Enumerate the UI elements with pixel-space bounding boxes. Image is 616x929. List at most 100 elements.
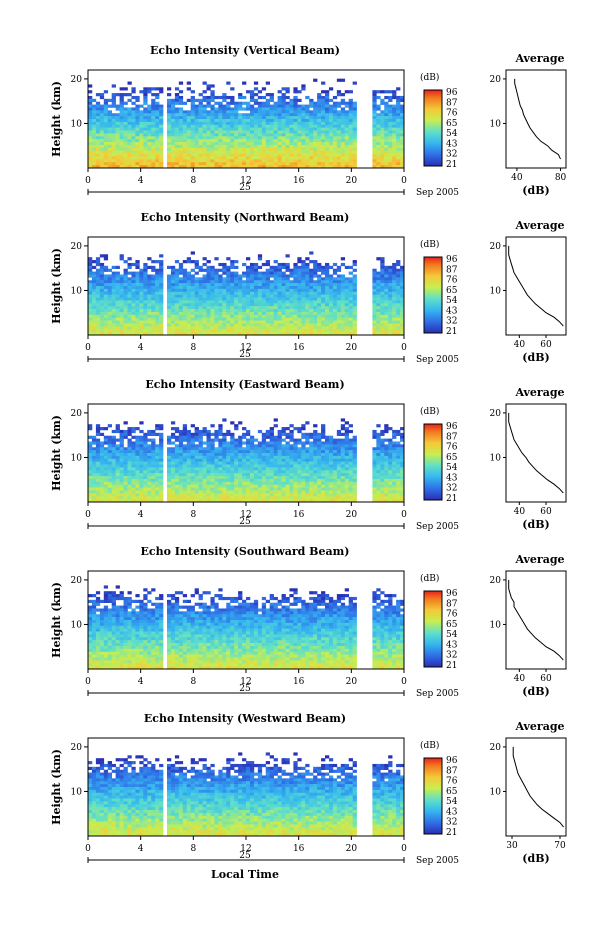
heatmap-cell xyxy=(198,300,203,304)
heatmap-cell xyxy=(131,476,136,480)
heatmap-cell xyxy=(95,144,101,149)
heatmap-cell xyxy=(388,121,393,126)
heatmap-cell xyxy=(111,326,116,330)
heatmap-cell xyxy=(194,147,199,151)
heatmap-cell xyxy=(147,467,152,471)
heatmap-cell xyxy=(95,320,101,324)
heatmap-cell xyxy=(400,286,405,290)
heatmap-cell xyxy=(170,476,176,480)
heatmap-cell xyxy=(147,162,152,166)
heatmap-cell xyxy=(289,150,294,154)
heatmap-cell xyxy=(222,461,227,465)
heatmap-cell xyxy=(285,323,290,327)
heatmap-cell xyxy=(127,441,132,445)
heatmap-cell xyxy=(301,159,306,163)
heatmap-cell xyxy=(238,473,243,477)
heatmap-cell xyxy=(230,265,235,269)
heatmap-cell xyxy=(206,260,211,264)
heatmap-cell xyxy=(123,110,128,114)
heatmap-cell xyxy=(218,455,223,460)
heatmap-cell xyxy=(167,286,172,290)
heatmap-cell xyxy=(336,309,342,313)
heatmap-cell xyxy=(285,277,290,281)
heatmap-cell xyxy=(332,303,338,307)
heatmap-cell xyxy=(123,268,128,272)
heatmap-cell xyxy=(321,473,326,477)
heatmap-cell xyxy=(103,156,109,160)
heatmap-cell xyxy=(174,280,180,284)
heatmap-cell xyxy=(285,110,290,114)
heatmap-cell xyxy=(194,150,199,154)
heatmap-cell xyxy=(340,447,346,451)
heatmap-cell xyxy=(135,326,140,330)
heatmap-cell xyxy=(91,288,97,293)
heatmap-cell xyxy=(309,113,314,117)
heatmap-cell xyxy=(127,297,132,301)
heatmap-cell xyxy=(261,450,267,454)
heatmap-cell xyxy=(261,121,267,126)
heatmap-cell xyxy=(305,473,310,477)
heatmap-cell xyxy=(123,309,128,313)
heatmap-cell xyxy=(336,162,342,166)
heatmap-cell xyxy=(246,268,251,272)
heatmap-cell xyxy=(277,265,282,269)
heatmap-cell xyxy=(388,297,393,301)
heatmap-cell xyxy=(400,458,405,462)
heatmap-cell xyxy=(400,277,405,281)
heatmap-cell xyxy=(372,453,377,457)
heatmap-cell xyxy=(269,98,274,102)
heatmap-cell xyxy=(376,323,381,327)
heatmap-cell xyxy=(182,303,188,307)
heatmap-cell xyxy=(301,450,306,454)
heatmap-cell xyxy=(388,326,393,330)
heatmap-cell xyxy=(155,424,160,428)
heatmap-cell xyxy=(340,286,346,290)
heatmap-cell xyxy=(246,116,251,120)
heatmap-cell xyxy=(135,311,140,316)
heatmap-cell xyxy=(190,326,195,330)
heatmap-cell xyxy=(210,283,215,287)
heatmap-cell xyxy=(269,435,274,439)
heatmap-cell xyxy=(139,303,144,307)
heatmap-cell xyxy=(265,107,270,111)
heatmap-cell xyxy=(277,286,282,290)
heatmap-cell xyxy=(123,300,128,304)
heatmap-cell xyxy=(115,453,120,457)
heatmap-cell xyxy=(210,476,215,480)
heatmap-cell xyxy=(119,464,124,468)
heatmap-cell xyxy=(273,323,278,327)
heatmap-cell xyxy=(91,326,97,330)
heatmap-cell xyxy=(277,119,282,123)
heatmap-cell xyxy=(281,447,286,451)
heatmap-cell xyxy=(147,323,152,327)
heatmap-cell xyxy=(123,280,128,284)
heatmap-cell xyxy=(91,265,97,269)
heatmap-cell xyxy=(159,297,164,301)
heatmap-cell xyxy=(206,300,211,304)
heatmap-cell xyxy=(309,291,314,295)
heatmap-cell xyxy=(388,133,393,137)
heatmap-cell xyxy=(95,121,101,126)
heatmap-cell xyxy=(289,303,294,307)
heatmap-cell xyxy=(135,116,140,120)
heatmap-cell xyxy=(265,283,270,287)
heatmap-cell xyxy=(384,453,389,457)
heatmap-cell xyxy=(218,461,223,465)
heatmap-cell xyxy=(242,142,247,146)
heatmap-cell xyxy=(293,470,298,474)
heatmap-cell xyxy=(340,297,346,301)
heatmap-cell xyxy=(321,294,326,298)
heatmap-cell xyxy=(277,447,282,451)
heatmap-cell xyxy=(170,119,176,123)
heatmap-cell xyxy=(293,326,298,330)
heatmap-cell xyxy=(277,95,282,100)
heatmap-cell xyxy=(392,107,397,111)
heatmap-cell xyxy=(317,297,322,301)
heatmap-cell xyxy=(91,332,97,336)
heatmap-cell xyxy=(222,147,227,151)
heatmap-cell xyxy=(285,288,290,293)
heatmap-cell xyxy=(313,113,318,117)
heatmap-cell xyxy=(151,473,156,477)
heatmap-cell xyxy=(159,153,164,157)
heatmap-cell xyxy=(95,113,101,117)
